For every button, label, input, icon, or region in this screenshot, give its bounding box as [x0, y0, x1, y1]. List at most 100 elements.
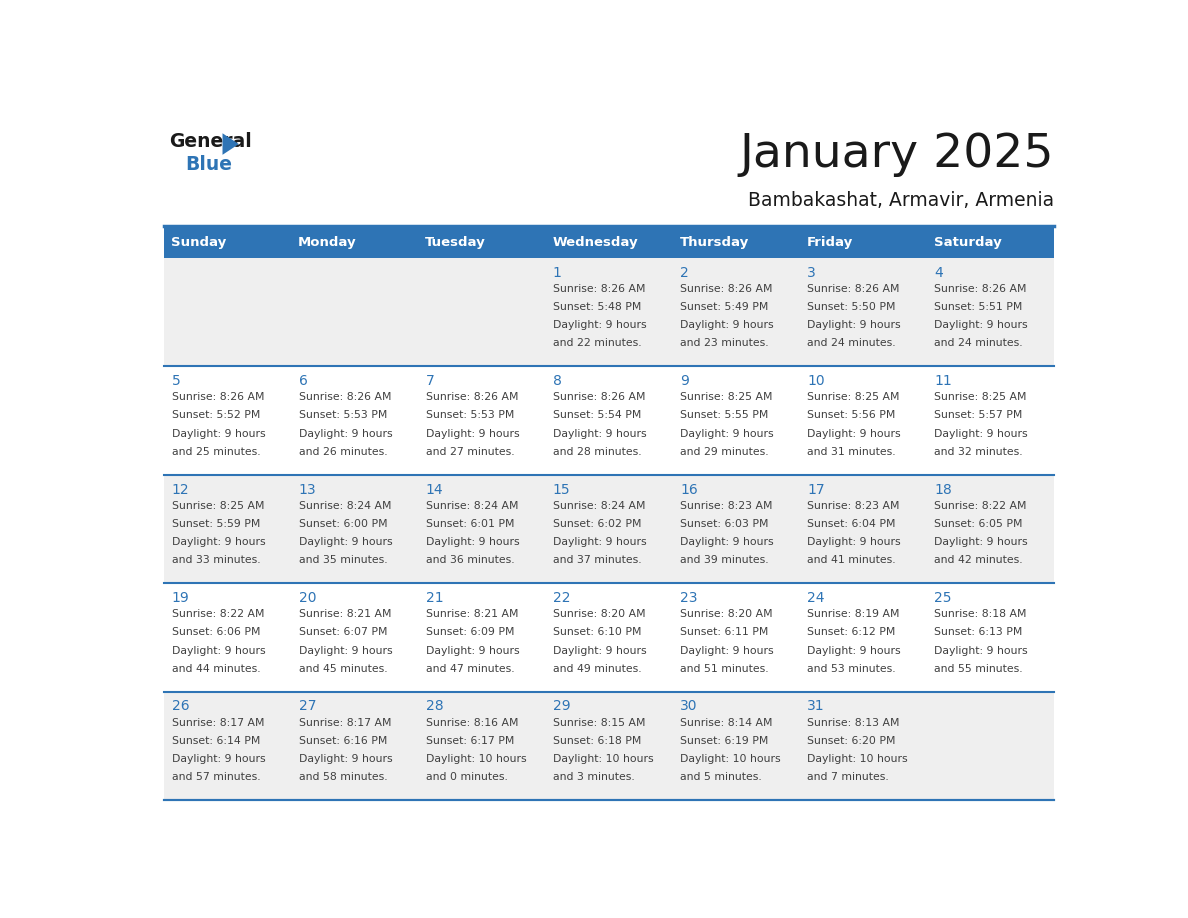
Text: Daylight: 9 hours: Daylight: 9 hours [171, 754, 265, 764]
Bar [164, 258, 1054, 366]
Text: Sunset: 5:48 PM: Sunset: 5:48 PM [552, 302, 642, 312]
Text: 12: 12 [171, 483, 189, 497]
Text: Sunrise: 8:20 AM: Sunrise: 8:20 AM [552, 610, 645, 619]
Text: Sunset: 6:11 PM: Sunset: 6:11 PM [680, 627, 769, 637]
Text: and 55 minutes.: and 55 minutes. [934, 664, 1023, 674]
Text: and 36 minutes.: and 36 minutes. [425, 555, 514, 565]
Text: Sunrise: 8:20 AM: Sunrise: 8:20 AM [680, 610, 772, 619]
Text: Sunrise: 8:17 AM: Sunrise: 8:17 AM [298, 718, 391, 728]
Text: Sunrise: 8:26 AM: Sunrise: 8:26 AM [934, 284, 1026, 294]
Text: Daylight: 9 hours: Daylight: 9 hours [552, 537, 646, 547]
Text: Sunset: 5:51 PM: Sunset: 5:51 PM [934, 302, 1023, 312]
Text: and 51 minutes.: and 51 minutes. [680, 664, 769, 674]
Text: Sunset: 6:14 PM: Sunset: 6:14 PM [171, 735, 260, 745]
Text: and 25 minutes.: and 25 minutes. [171, 447, 260, 457]
Text: 31: 31 [807, 700, 824, 713]
Text: and 49 minutes.: and 49 minutes. [552, 664, 642, 674]
Text: Daylight: 9 hours: Daylight: 9 hours [680, 320, 773, 330]
Bar [545, 227, 672, 258]
Text: Sunset: 5:50 PM: Sunset: 5:50 PM [807, 302, 896, 312]
Text: Daylight: 9 hours: Daylight: 9 hours [171, 537, 265, 547]
Text: Bambakashat, Armavir, Armenia: Bambakashat, Armavir, Armenia [747, 191, 1054, 210]
Text: Daylight: 9 hours: Daylight: 9 hours [807, 429, 901, 439]
Text: Sunset: 6:13 PM: Sunset: 6:13 PM [934, 627, 1023, 637]
Text: and 37 minutes.: and 37 minutes. [552, 555, 642, 565]
Text: Sunrise: 8:18 AM: Sunrise: 8:18 AM [934, 610, 1026, 619]
Polygon shape [222, 133, 239, 155]
Text: 24: 24 [807, 591, 824, 605]
Text: and 27 minutes.: and 27 minutes. [425, 447, 514, 457]
Text: Daylight: 9 hours: Daylight: 9 hours [807, 320, 901, 330]
Text: 13: 13 [298, 483, 316, 497]
Text: 5: 5 [171, 375, 181, 388]
Text: Sunset: 6:01 PM: Sunset: 6:01 PM [425, 519, 514, 529]
Text: 2: 2 [680, 265, 689, 280]
Text: Sunrise: 8:15 AM: Sunrise: 8:15 AM [552, 718, 645, 728]
Text: Daylight: 9 hours: Daylight: 9 hours [552, 320, 646, 330]
Text: Sunrise: 8:22 AM: Sunrise: 8:22 AM [934, 500, 1026, 510]
Text: Sunset: 6:12 PM: Sunset: 6:12 PM [807, 627, 896, 637]
Text: 17: 17 [807, 483, 824, 497]
Text: and 57 minutes.: and 57 minutes. [171, 772, 260, 782]
Text: Sunset: 6:16 PM: Sunset: 6:16 PM [298, 735, 387, 745]
Text: and 53 minutes.: and 53 minutes. [807, 664, 896, 674]
Bar [927, 227, 1054, 258]
Text: Sunrise: 8:14 AM: Sunrise: 8:14 AM [680, 718, 772, 728]
Text: Daylight: 9 hours: Daylight: 9 hours [934, 537, 1028, 547]
Text: Daylight: 10 hours: Daylight: 10 hours [807, 754, 908, 764]
Text: Saturday: Saturday [934, 236, 1001, 249]
Text: and 32 minutes.: and 32 minutes. [934, 447, 1023, 457]
Text: 19: 19 [171, 591, 189, 605]
Text: Daylight: 10 hours: Daylight: 10 hours [425, 754, 526, 764]
Text: Sunset: 6:20 PM: Sunset: 6:20 PM [807, 735, 896, 745]
Text: and 41 minutes.: and 41 minutes. [807, 555, 896, 565]
Text: Daylight: 9 hours: Daylight: 9 hours [298, 754, 392, 764]
Text: Daylight: 10 hours: Daylight: 10 hours [552, 754, 653, 764]
Text: 26: 26 [171, 700, 189, 713]
Text: Daylight: 9 hours: Daylight: 9 hours [298, 537, 392, 547]
Text: 25: 25 [934, 591, 952, 605]
Text: 30: 30 [680, 700, 697, 713]
Text: Sunset: 6:06 PM: Sunset: 6:06 PM [171, 627, 260, 637]
Text: and 42 minutes.: and 42 minutes. [934, 555, 1023, 565]
Bar [418, 227, 545, 258]
Text: 7: 7 [425, 375, 435, 388]
Text: 15: 15 [552, 483, 570, 497]
Text: Friday: Friday [807, 236, 853, 249]
Bar [164, 691, 1054, 800]
Text: January 2025: January 2025 [739, 131, 1054, 177]
Text: Daylight: 9 hours: Daylight: 9 hours [680, 429, 773, 439]
Text: Sunrise: 8:16 AM: Sunrise: 8:16 AM [425, 718, 518, 728]
Text: 27: 27 [298, 700, 316, 713]
Bar [291, 227, 418, 258]
Text: and 58 minutes.: and 58 minutes. [298, 772, 387, 782]
Text: and 3 minutes.: and 3 minutes. [552, 772, 634, 782]
Text: Daylight: 9 hours: Daylight: 9 hours [680, 537, 773, 547]
Text: Daylight: 9 hours: Daylight: 9 hours [552, 429, 646, 439]
Text: 3: 3 [807, 265, 816, 280]
Text: 28: 28 [425, 700, 443, 713]
Text: Daylight: 9 hours: Daylight: 9 hours [298, 645, 392, 655]
Text: Daylight: 9 hours: Daylight: 9 hours [807, 537, 901, 547]
Text: and 39 minutes.: and 39 minutes. [680, 555, 769, 565]
Bar [800, 227, 927, 258]
Text: 9: 9 [680, 375, 689, 388]
Text: 16: 16 [680, 483, 697, 497]
Text: Daylight: 9 hours: Daylight: 9 hours [680, 645, 773, 655]
Bar [164, 475, 1054, 583]
Text: 4: 4 [934, 265, 943, 280]
Text: and 26 minutes.: and 26 minutes. [298, 447, 387, 457]
Text: and 0 minutes.: and 0 minutes. [425, 772, 507, 782]
Text: Sunrise: 8:22 AM: Sunrise: 8:22 AM [171, 610, 264, 619]
Text: Sunrise: 8:21 AM: Sunrise: 8:21 AM [298, 610, 391, 619]
Text: Sunset: 5:53 PM: Sunset: 5:53 PM [425, 410, 514, 420]
Text: and 7 minutes.: and 7 minutes. [807, 772, 889, 782]
Text: and 23 minutes.: and 23 minutes. [680, 339, 769, 349]
Text: Sunrise: 8:24 AM: Sunrise: 8:24 AM [425, 500, 518, 510]
Text: Sunrise: 8:23 AM: Sunrise: 8:23 AM [807, 500, 899, 510]
Text: Sunset: 5:59 PM: Sunset: 5:59 PM [171, 519, 260, 529]
Text: 20: 20 [298, 591, 316, 605]
Text: Daylight: 10 hours: Daylight: 10 hours [680, 754, 781, 764]
Text: 10: 10 [807, 375, 824, 388]
Text: Sunrise: 8:26 AM: Sunrise: 8:26 AM [425, 392, 518, 402]
